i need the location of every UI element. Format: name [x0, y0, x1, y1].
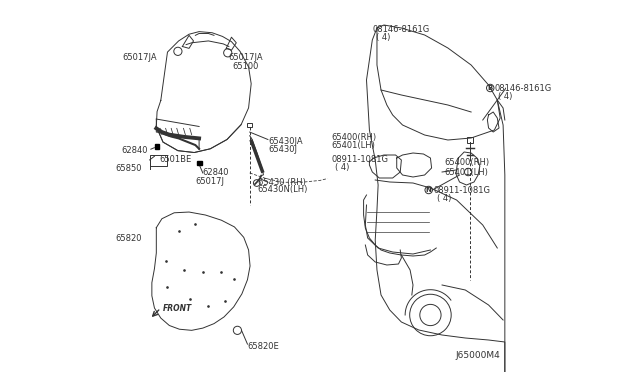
Text: 62840: 62840	[122, 146, 148, 155]
Text: 08146-8161G: 08146-8161G	[373, 25, 430, 34]
Bar	[248, 123, 252, 127]
Text: 65430JA: 65430JA	[268, 137, 303, 146]
Text: 65401(LH): 65401(LH)	[331, 141, 375, 150]
Text: 65100: 65100	[232, 62, 259, 71]
Text: 08146-8161G: 08146-8161G	[495, 83, 552, 93]
Text: 65017J: 65017J	[195, 177, 225, 186]
Text: ( 4): ( 4)	[498, 92, 512, 101]
Text: 65430 (RH): 65430 (RH)	[257, 178, 305, 187]
Text: ( 4): ( 4)	[335, 163, 349, 172]
Text: N: N	[426, 187, 431, 193]
Text: FRONT: FRONT	[163, 304, 192, 312]
Text: 65401(LH): 65401(LH)	[444, 167, 488, 176]
Bar	[197, 161, 202, 165]
Text: 6501BE: 6501BE	[159, 155, 191, 164]
Text: 62840: 62840	[203, 169, 229, 177]
Text: B: B	[488, 85, 493, 91]
Text: 65850: 65850	[116, 164, 142, 173]
Text: 65820: 65820	[116, 234, 142, 243]
Text: 08911-1081G: 08911-1081G	[434, 186, 491, 195]
Text: 65400(RH): 65400(RH)	[444, 157, 489, 167]
Text: ( 4): ( 4)	[437, 194, 451, 203]
Text: 65400(RH): 65400(RH)	[331, 133, 376, 142]
Bar	[150, 155, 168, 166]
Text: 08911-1081G: 08911-1081G	[331, 155, 388, 164]
Text: 65430N(LH): 65430N(LH)	[257, 185, 308, 194]
Text: ( 4): ( 4)	[376, 33, 390, 42]
Bar	[467, 137, 473, 143]
Text: 65017JA: 65017JA	[122, 53, 157, 62]
Text: 65430J: 65430J	[268, 145, 297, 154]
Text: J65000M4: J65000M4	[456, 351, 500, 360]
Bar	[155, 144, 159, 149]
Text: 65017JA: 65017JA	[229, 53, 264, 62]
Text: 65820E: 65820E	[248, 342, 279, 351]
